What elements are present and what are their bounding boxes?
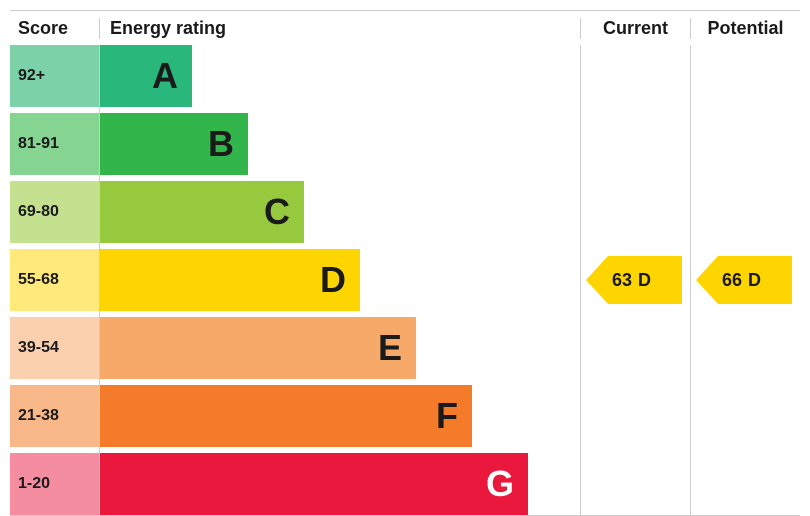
rating-bar-g: G — [100, 453, 528, 515]
score-cell: 55-68 — [10, 249, 100, 311]
rating-cell: C — [100, 181, 580, 243]
indicator-current: 63 D — [586, 256, 682, 304]
indicator-letter: D — [638, 270, 651, 291]
score-cell: 1-20 — [10, 453, 100, 515]
indicator-potential: 66 D — [696, 256, 792, 304]
potential-cell — [690, 317, 800, 379]
rating-row-d: 55-68D63D66D — [10, 249, 800, 311]
rating-cell: F — [100, 385, 580, 447]
potential-cell — [690, 113, 800, 175]
rating-cell: B — [100, 113, 580, 175]
rating-bar-e: E — [100, 317, 416, 379]
current-cell — [580, 181, 690, 243]
indicator-body: 63 D — [608, 256, 682, 304]
rating-row-g: 1-20G — [10, 453, 800, 515]
rating-cell: E — [100, 317, 580, 379]
rating-cell: A — [100, 45, 580, 107]
header-rating: Energy rating — [100, 18, 580, 39]
energy-rating-chart: Score Energy rating Current Potential 92… — [10, 10, 800, 516]
potential-cell — [690, 45, 800, 107]
rating-rows: 92+A81-91B69-80C55-68D63D66D39-54E21-38F… — [10, 45, 800, 515]
rating-row-e: 39-54E — [10, 317, 800, 379]
potential-cell — [690, 453, 800, 515]
rating-cell: G — [100, 453, 580, 515]
indicator-value: 66 — [722, 270, 742, 291]
rating-bar-a: A — [100, 45, 192, 107]
indicator-body: 66 D — [718, 256, 792, 304]
current-cell — [580, 385, 690, 447]
indicator-value: 63 — [612, 270, 632, 291]
rating-bar-d: D — [100, 249, 360, 311]
rating-row-a: 92+A — [10, 45, 800, 107]
current-cell — [580, 113, 690, 175]
rating-cell: D63D66D — [100, 249, 580, 311]
indicator-letter: D — [748, 270, 761, 291]
rating-row-c: 69-80C — [10, 181, 800, 243]
rating-bar-f: F — [100, 385, 472, 447]
score-cell: 92+ — [10, 45, 100, 107]
potential-cell — [690, 181, 800, 243]
potential-cell — [690, 385, 800, 447]
header-score: Score — [10, 18, 100, 39]
indicator-arrow-icon — [696, 256, 718, 304]
score-cell: 69-80 — [10, 181, 100, 243]
indicator-arrow-icon — [586, 256, 608, 304]
rating-bar-c: C — [100, 181, 304, 243]
rating-bar-b: B — [100, 113, 248, 175]
current-cell — [580, 453, 690, 515]
header-potential: Potential — [690, 18, 800, 39]
current-cell — [580, 317, 690, 379]
header-current: Current — [580, 18, 690, 39]
score-cell: 39-54 — [10, 317, 100, 379]
rating-row-b: 81-91B — [10, 113, 800, 175]
current-cell — [580, 45, 690, 107]
score-cell: 81-91 — [10, 113, 100, 175]
rating-row-f: 21-38F — [10, 385, 800, 447]
header-row: Score Energy rating Current Potential — [10, 11, 800, 45]
score-cell: 21-38 — [10, 385, 100, 447]
